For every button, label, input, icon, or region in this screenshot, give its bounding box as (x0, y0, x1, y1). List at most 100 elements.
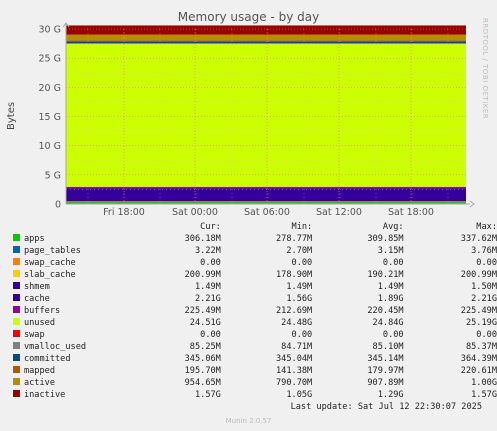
legend-series-name: cache (23, 294, 50, 304)
legend-cur-value: 225.49M (184, 306, 221, 316)
legend-avg-value: 1.49M (377, 282, 404, 292)
legend-cur-value: 85.25M (189, 342, 221, 352)
y-tick-label: 10 G (39, 141, 61, 152)
legend-avg-value: 190.21M (367, 270, 404, 280)
y-tick-label: 20 G (39, 83, 61, 94)
legend-series-name: mapped (23, 366, 55, 376)
legend-min-value: 178.90M (276, 270, 313, 280)
legend-row-vmalloc-used: vmalloc_used 85.25M 84.71M 85.10M 85.37M (10, 341, 497, 353)
legend-avg-value: 3.15M (377, 246, 404, 256)
legend-cur-value: 2.21G (194, 294, 221, 304)
legend-max-value: 2.21G (471, 294, 497, 304)
legend-swatch (10, 341, 24, 353)
legend-color-swatch (13, 330, 20, 337)
legend-series-name: page_tables (23, 246, 81, 256)
legend-min-value: 345.04M (276, 354, 313, 364)
legend-min-value: 1.56G (286, 294, 313, 304)
legend-max-value: 25.19G (465, 318, 497, 328)
legend-swatch (10, 317, 24, 329)
legend-color-swatch (13, 258, 20, 265)
legend-cur-value: 345.06M (184, 354, 221, 364)
area-buffers (66, 186, 466, 189)
legend-color-swatch (13, 354, 20, 361)
legend-series-name: inactive (23, 390, 66, 400)
x-tick-label: Sat 12:00 (316, 207, 362, 215)
legend-swatch (10, 269, 24, 281)
y-tick-label: 25 G (39, 54, 61, 65)
legend-min-value: 2.70M (286, 246, 313, 256)
legend-color-swatch (13, 282, 20, 289)
legend-header-max: Max: (476, 222, 497, 232)
legend-row-active: active 954.65M 790.70M 907.89M 1.00G (10, 377, 497, 389)
legend-max-value: 1.50M (471, 282, 497, 292)
legend-table: Cur: Min: Avg: Max: apps 306.18M 278.77M 30… (10, 221, 497, 401)
chart-title: Memory usage - by day (177, 10, 320, 24)
legend-avg-value: 309.85M (367, 234, 404, 244)
legend-series-name: active (23, 378, 55, 388)
legend-color-swatch (13, 270, 20, 277)
legend-series-name: swap_cache (23, 258, 76, 268)
legend-swatch (10, 233, 24, 245)
legend-avg-value: 85.10M (372, 342, 404, 352)
legend-max-value: 0.00 (476, 330, 497, 340)
legend-min-value: 278.77M (276, 234, 313, 244)
legend-max-value: 1.00G (471, 378, 497, 388)
legend-avg-value: 24.84G (372, 318, 404, 328)
rrdtool-credit: RRDTOOL / TOBI OETIKER (481, 18, 489, 120)
legend-max-value: 0.00 (476, 258, 497, 268)
x-tick-label: Fri 18:00 (103, 207, 145, 215)
legend-swatch (10, 257, 24, 269)
legend-series-name: apps (23, 234, 45, 244)
legend-series-name: slab_cache (23, 270, 76, 280)
legend-row-buffers: buffers 225.49M 212.69M 220.45M 225.49M (10, 305, 497, 317)
legend-cur-value: 24.51G (189, 318, 221, 328)
legend-color-swatch (13, 318, 20, 325)
legend-color-swatch (13, 306, 20, 313)
x-tick-label: Sat 00:00 (172, 207, 218, 215)
legend-header-avg: Avg: (382, 222, 404, 232)
legend-series-name: swap (23, 330, 45, 340)
legend-row-unused: unused 24.51G 24.48G 24.84G 25.19G (10, 317, 497, 329)
legend-min-value: 24.48G (281, 318, 313, 328)
legend-avg-value: 1.89G (377, 294, 404, 304)
x-tick-label: Sat 18:00 (388, 207, 434, 215)
legend-row-committed: committed 345.06M 345.04M 345.14M 364.39M (10, 353, 497, 365)
legend-swatch (10, 305, 24, 317)
legend-swatch (10, 389, 24, 401)
legend-min-value: 84.71M (281, 342, 313, 352)
legend-row-shmem: shmem 1.49M 1.49M 1.49M 1.50M (10, 281, 497, 293)
area-mapped (66, 40, 466, 42)
legend-avg-value: 0.00 (382, 258, 404, 268)
legend-avg-value: 345.14M (367, 354, 404, 364)
legend-min-value: 790.70M (276, 378, 313, 388)
legend-avg-value: 1.29G (377, 390, 404, 400)
chart-canvas: 0 5 G 10 G 15 G 20 G 25 G 30 G Fri 18:00 Sat 00:… (39, 22, 475, 215)
legend-row-slab-cache: slab_cache 200.99M 178.90M 190.21M 200.99M (10, 269, 497, 281)
legend-cur-value: 200.99M (184, 270, 221, 280)
legend-avg-value: 220.45M (367, 306, 404, 316)
legend-color-swatch (13, 378, 20, 385)
legend-cur-value: 954.65M (184, 378, 221, 388)
legend-swatch (10, 329, 24, 341)
legend-row-swap: swap 0.00 0.00 0.00 0.00 (10, 329, 497, 341)
area-active (66, 34, 466, 41)
legend-avg-value: 907.89M (367, 378, 404, 388)
y-axis-label: Bytes (6, 101, 17, 130)
x-axis-arrow (469, 200, 475, 208)
legend-color-swatch (13, 390, 20, 397)
legend-header-cur: Cur: (200, 222, 221, 232)
legend-cur-value: 195.70M (184, 366, 221, 376)
legend-max-value: 364.39M (460, 354, 497, 364)
legend-row-cache: cache 2.21G 1.56G 1.89G 2.21G (10, 293, 497, 305)
legend-min-value: 212.69M (276, 306, 313, 316)
legend-header-min: Min: (291, 222, 313, 232)
y-tick-label: 15 G (39, 112, 61, 123)
legend-max-value: 225.49M (460, 306, 497, 316)
legend-series-name: unused (23, 318, 55, 328)
y-tick-label: 0 (55, 200, 61, 211)
legend-max-value: 3.76M (471, 246, 497, 256)
legend-max-value: 220.61M (460, 366, 497, 376)
legend-color-swatch (13, 234, 20, 241)
legend-row-inactive: inactive 1.57G 1.05G 1.29G 1.57G (10, 389, 497, 401)
legend-max-value: 1.57G (471, 390, 497, 400)
